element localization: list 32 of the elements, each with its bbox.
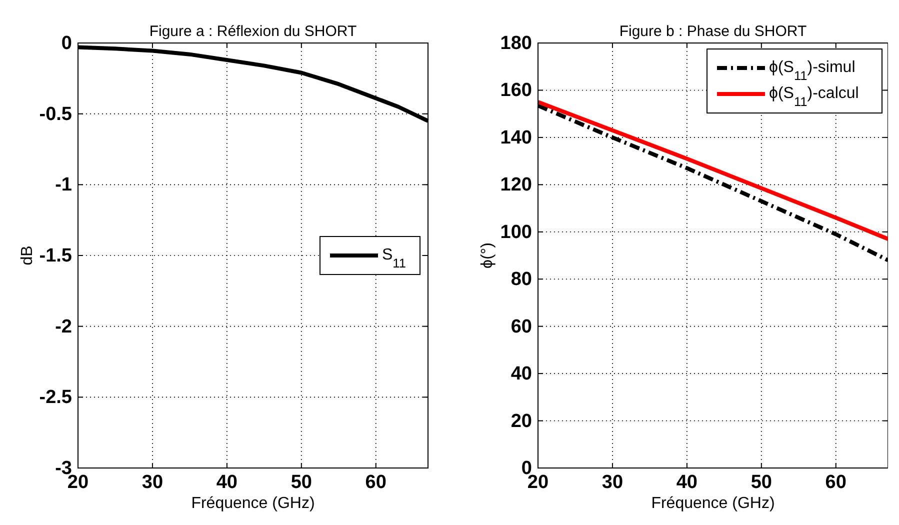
y-tick-label: -1.5 [39,246,72,266]
y-tick-label: 160 [500,80,532,102]
y-tick-label: -2.5 [39,387,72,408]
legend-label: ϕ(S$_{11}$)-simul [769,59,856,82]
x-tick-label: 50 [750,472,772,493]
x-axis-title: Fréquence (GHz) [651,495,775,512]
legend-label: ϕ(S$_{11}$)-calcul [769,85,859,108]
x-tick-label: 30 [602,472,624,493]
x-axis-title: Fréquence (GHz) [191,495,315,512]
y-tick-label: 140 [500,127,532,148]
chart-title: Figure a : Réflexion du SHORT [149,23,357,40]
y-axis-title: ϕ(°) [479,242,496,269]
y-tick-label: 80 [510,269,532,290]
y-tick-label: 180 [500,33,532,54]
x-tick-label: 40 [216,472,238,493]
y-tick-label: 40 [510,364,532,385]
y-tick-label: 120 [500,174,532,196]
y-tick-label: 20 [510,410,532,432]
y-axis-title: dB [19,246,36,266]
x-tick-label: 60 [365,472,386,493]
y-tick-label: 60 [510,316,532,338]
y-tick-label: -1 [55,174,72,196]
chart-title: Figure b : Phase du SHORT [619,23,807,40]
y-tick-label: -2 [55,316,72,338]
x-tick-label: 50 [290,472,312,493]
x-tick-label: 60 [825,472,846,493]
x-tick-label: 30 [142,472,164,493]
y-tick-label: -0.5 [39,104,72,125]
x-tick-label: 40 [676,472,698,493]
legend-label: S$_{11}$ [382,246,406,270]
y-tick-label: 0 [61,33,72,54]
y-tick-label: 100 [500,222,532,243]
